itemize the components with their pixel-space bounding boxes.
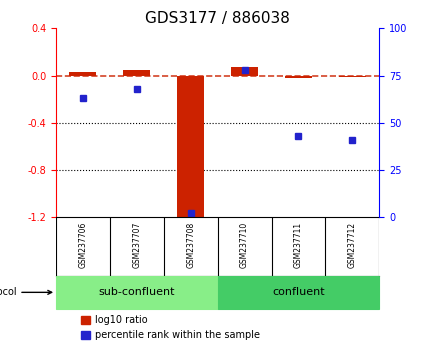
- Text: growth protocol: growth protocol: [0, 287, 52, 297]
- Legend: log10 ratio, percentile rank within the sample: log10 ratio, percentile rank within the …: [77, 312, 263, 344]
- Text: GSM237707: GSM237707: [132, 222, 141, 268]
- Text: GSM237706: GSM237706: [78, 222, 87, 268]
- Bar: [69, 72, 96, 75]
- Text: confluent: confluent: [271, 287, 324, 297]
- Text: GSM237710: GSM237710: [240, 222, 249, 268]
- Title: GDS3177 / 886038: GDS3177 / 886038: [145, 11, 289, 26]
- Text: GSM237711: GSM237711: [293, 222, 302, 268]
- Bar: [284, 75, 311, 78]
- Text: GSM237712: GSM237712: [347, 222, 356, 268]
- Bar: [123, 70, 150, 75]
- Text: sub-confluent: sub-confluent: [98, 287, 175, 297]
- Bar: [230, 67, 258, 75]
- Bar: [217, 276, 378, 309]
- Bar: [338, 75, 365, 77]
- Bar: [56, 276, 217, 309]
- Text: GSM237708: GSM237708: [186, 222, 195, 268]
- Bar: [177, 75, 204, 219]
